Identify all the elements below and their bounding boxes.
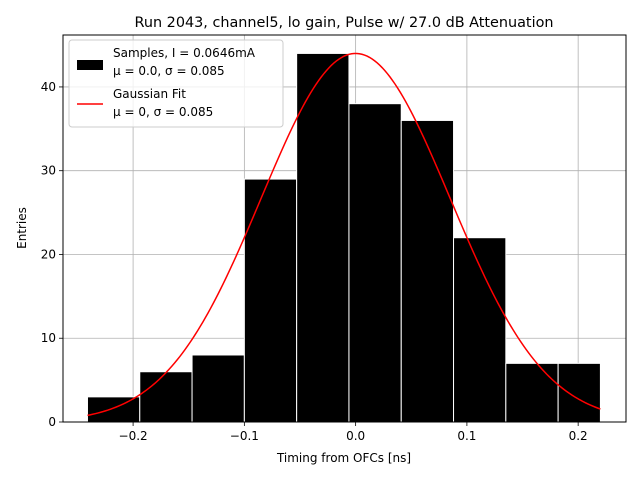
legend-swatch-samples (77, 60, 103, 70)
histogram-bar (191, 354, 245, 423)
x-tick-label: 0.1 (457, 429, 476, 443)
legend-label-gaussian-fit: Gaussian Fit (113, 87, 186, 101)
y-axis-ticks: 0 10 20 30 40 (41, 80, 63, 429)
legend-label-gaussian-fit-stats: μ = 0, σ = 0.085 (113, 105, 213, 119)
legend: Samples, I = 0.0646mA μ = 0.0, σ = 0.085… (68, 39, 284, 128)
plot-frame (62, 34, 627, 423)
chart-title: Run 2043, channel5, lo gain, Pulse w/ 27… (135, 15, 554, 31)
x-tick-label: 0.2 (569, 429, 588, 443)
x-tick-label: 0.0 (346, 429, 365, 443)
y-tick-label: 30 (41, 164, 56, 178)
legend-label-samples-stats: μ = 0.0, σ = 0.085 (113, 64, 225, 78)
histogram-bar (139, 371, 193, 423)
y-tick-label: 0 (48, 415, 56, 429)
histogram-bar (296, 52, 350, 423)
histogram-bar (557, 362, 601, 423)
gaussian-fit-curve (87, 52, 601, 417)
histogram-bar (505, 362, 559, 423)
y-tick-label: 10 (41, 331, 56, 345)
y-axis-label: Entries (15, 207, 29, 249)
legend-box (68, 39, 284, 128)
histogram-bar (453, 237, 507, 423)
legend-label-samples: Samples, I = 0.0646mA (113, 46, 256, 60)
histogram-bars (86, 52, 601, 423)
x-axis-ticks: −0.2 −0.1 0.0 0.1 0.2 (119, 422, 588, 443)
x-axis-label: Timing from OFCs [ns] (276, 451, 411, 465)
histogram-bar (400, 119, 455, 423)
y-tick-label: 40 (41, 80, 56, 94)
x-tick-label: −0.1 (230, 429, 259, 443)
histogram-bar (348, 103, 402, 423)
histogram-bar (243, 178, 298, 423)
x-tick-label: −0.2 (119, 429, 148, 443)
y-tick-label: 20 (41, 247, 56, 261)
histogram-bar (86, 396, 141, 423)
